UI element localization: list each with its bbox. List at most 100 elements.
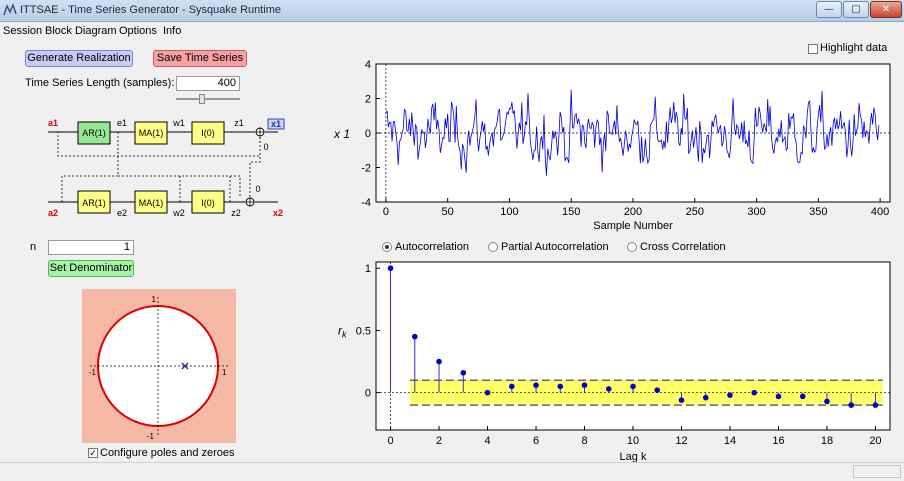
y-tick-label: 1 [365,263,371,275]
configure-label: Configure poles and zeroes [100,447,235,459]
x-tick-label: 200 [624,206,642,218]
acf-point [872,402,879,408]
menu-session[interactable]: Session [3,25,43,37]
x-tick-label: 18 [821,435,833,447]
acf-point [436,358,442,365]
output-label-x1: x1 [271,119,281,129]
menu-bar: Session Block Diagram Options Info [0,22,904,40]
ar-block-top[interactable] [77,121,111,145]
y-tick-label: 4 [365,59,371,71]
radio-autocorrelation[interactable] [382,242,392,252]
status-panel [853,465,901,478]
pole-zero-plot[interactable]: 1 -1 -1 1 [82,289,236,443]
x-tick-label: 8 [581,435,587,447]
i-block-bottom[interactable] [191,190,225,214]
ma-block-bottom[interactable] [134,190,168,214]
block-diagram: AR(1) MA(1) I(0) AR(1) MA(1) I(0) e1 w1 … [48,118,285,218]
x-axis-label: Sample Number [593,220,673,232]
block-label: AR(1) [82,128,106,138]
radio-cross-correlation[interactable] [627,242,637,252]
x-tick-label: 12 [675,435,687,447]
menu-info[interactable]: Info [163,25,182,37]
acf-point [581,382,588,388]
close-button[interactable]: ✕ [870,1,902,18]
acf-point [411,333,418,340]
x-tick-label: 300 [747,206,765,218]
y-tick-label: -2 [361,163,371,175]
output-label-x2: x2 [273,208,283,218]
n-input[interactable]: 1 [48,240,134,255]
block-label: MA(1) [139,128,164,138]
minimize-button[interactable]: — [816,1,842,18]
generate-realization-button[interactable]: Generate Realization [25,50,133,67]
length-input[interactable]: 400 [176,76,240,91]
acf-point [605,386,612,392]
x-tick-label: 16 [772,435,784,447]
cross-correlation-label: Cross Correlation [640,241,726,253]
acf-point [751,389,758,396]
x-tick-label: 0 [387,435,393,447]
acf-point [387,265,394,272]
block-label: MA(1) [139,198,164,208]
x-tick-label: 20 [869,435,881,447]
maximize-button[interactable]: □ [843,1,869,18]
length-slider[interactable] [176,94,240,104]
acf-point [678,397,685,403]
acf-point [484,389,491,396]
series-line-x1 [385,89,880,176]
acf-point [533,382,539,388]
y-tick-label: 0 [365,128,371,140]
save-time-series-button[interactable]: Save Time Series [153,50,247,67]
signal-label: w1 [172,118,185,128]
partial-autocorrelation-label: Partial Autocorrelation [501,241,609,253]
dashed-wire [117,132,241,197]
x-tick-label: 150 [562,206,580,218]
menu-block-diagram[interactable]: Block Diagram [45,25,117,37]
block-label: I(0) [201,128,215,138]
highlight-label: Highlight data [820,42,888,54]
configure-checkbox[interactable]: ✓ [88,448,98,458]
n-label: n [30,241,37,253]
output-box-x1[interactable] [267,118,285,130]
set-denominator-button[interactable]: Set Denominator [48,260,134,277]
highlight-checkbox[interactable] [808,44,818,54]
y-axis-label: rk [338,323,347,339]
app-icon [3,3,17,16]
signal-label: e2 [117,208,127,218]
acf-point [775,393,782,400]
pz-tick-bottom: -1 [147,432,155,441]
block-label: I(0) [201,198,215,208]
slider-thumb[interactable] [199,94,206,104]
x-tick-label: 14 [724,435,736,447]
x-tick-label: 100 [500,206,518,218]
radio-partial-autocorrelation[interactable] [488,242,498,252]
x-axis-label: Lag k [620,451,647,462]
dashed-wire [61,175,118,202]
acf-point [799,393,806,400]
window-title: ITTSAE - Time Series Generator - Sysquak… [20,4,282,16]
y-tick-label: -4 [361,197,371,209]
input-label-a2: a2 [48,208,58,218]
time-series-chart: 0 50 100 150 200 250 300 350 400 -4 -2 0 2 4 Sample Nu… [333,59,891,232]
title-bar: ITTSAE - Time Series Generator - Sysquak… [0,0,904,22]
i-block-top[interactable] [191,121,225,145]
sum-input-label: 0 [255,184,260,194]
autocorrelation-label: Autocorrelation [395,241,469,253]
pz-tick-left: -1 [89,368,97,377]
x-tick-label: 0 [383,206,389,218]
ma-block-top[interactable] [134,121,168,145]
x-tick-label: 50 [442,206,454,218]
x-tick-label: 350 [809,206,827,218]
input-label-a1: a1 [48,118,58,128]
x-tick-label: 400 [871,206,889,218]
menu-options[interactable]: Options [119,25,157,37]
acf-point [654,387,661,393]
acf-point [848,402,855,408]
signal-label: e1 [117,118,127,128]
x-tick-label: 4 [484,435,490,447]
block-label: AR(1) [82,198,106,208]
y-axis-label: x 1 [333,127,350,141]
ar-block-bottom[interactable] [77,190,111,214]
x-tick-label: 2 [436,435,442,447]
pole-marker[interactable] [181,362,189,370]
